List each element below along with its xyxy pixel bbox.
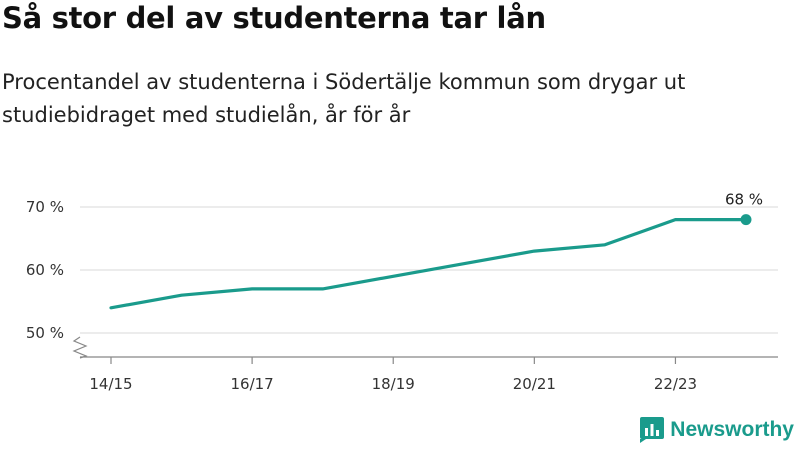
- y-tick-label: 60 %: [26, 261, 64, 279]
- brand-logo: Newsworthy: [640, 417, 794, 443]
- x-tick-label: 20/21: [513, 375, 556, 393]
- x-tick-label: 18/19: [372, 375, 415, 393]
- last-point-marker: [740, 214, 752, 226]
- last-value-label: 68 %: [725, 191, 763, 209]
- y-axis-ticks: 50 % 60 % 70 %: [26, 198, 64, 342]
- series-points: [740, 214, 752, 226]
- chart-title: Så stor del av studenterna tar lån: [2, 1, 546, 35]
- chart-subtitle: Procentandel av studenterna i Södertälje…: [2, 70, 686, 127]
- y-tick-label: 70 %: [26, 198, 64, 216]
- y-tick-label: 50 %: [26, 324, 64, 342]
- x-tick-label: 14/15: [89, 375, 132, 393]
- x-axis-ticks: 14/15 16/17 18/19 20/21 22/23: [89, 357, 697, 393]
- axis-break-icon: [72, 336, 88, 359]
- series-line: [109, 218, 748, 310]
- bar-chart-logo-icon: [640, 417, 665, 443]
- x-tick-label: 16/17: [230, 375, 273, 393]
- x-tick-label: 22/23: [654, 375, 697, 393]
- brand-name: Newsworthy: [670, 418, 794, 441]
